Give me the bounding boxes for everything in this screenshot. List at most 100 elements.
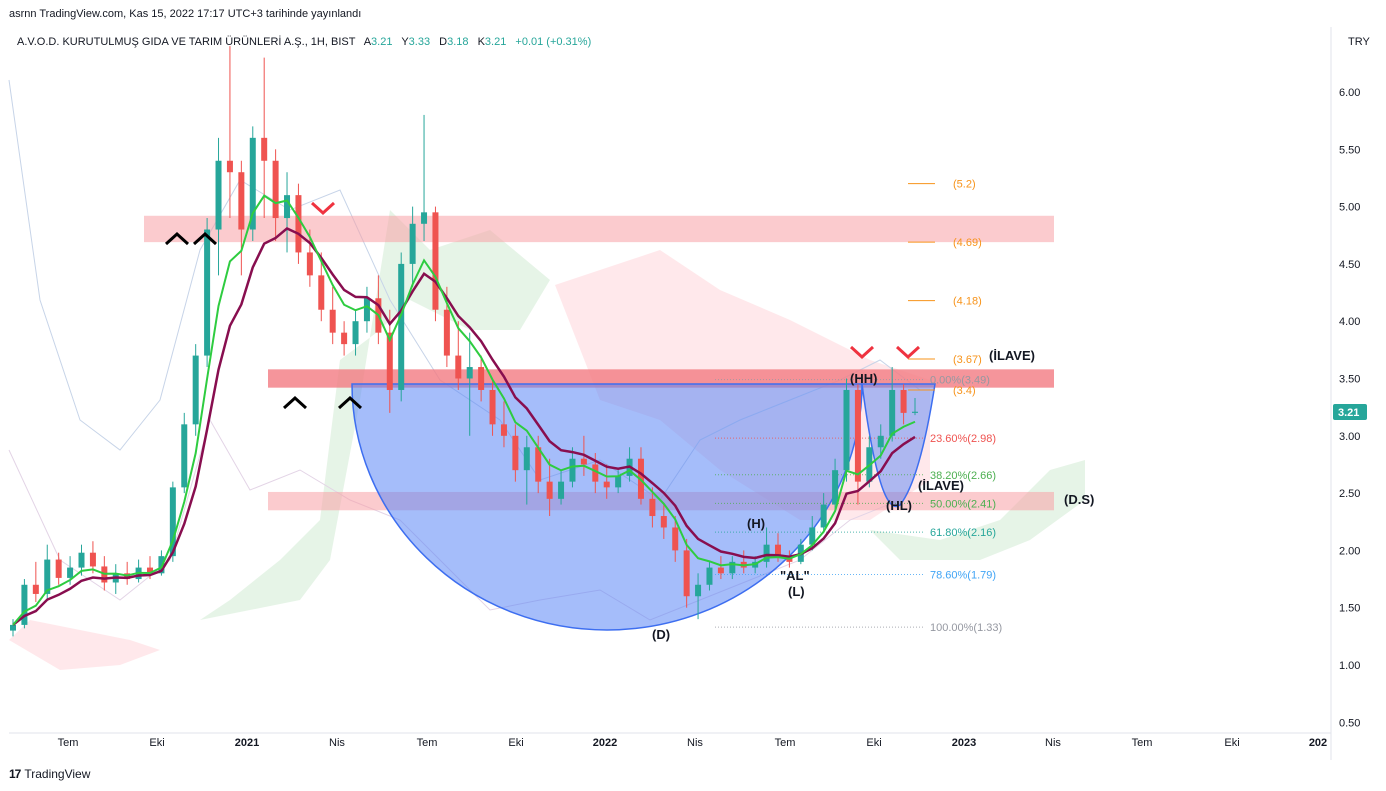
annotation-l: (L) xyxy=(788,584,805,599)
candle-body xyxy=(649,498,656,517)
candle-body xyxy=(295,195,302,253)
fib-target-label: (4.69) xyxy=(953,237,982,249)
candle-body xyxy=(78,552,85,568)
candle-body xyxy=(226,160,233,173)
caret-up-marker xyxy=(192,231,218,246)
publish-header: asrnn TradingView.com, Kas 15, 2022 17:1… xyxy=(0,0,1386,27)
fib-target-label: (4.18) xyxy=(953,296,982,308)
candle-body xyxy=(729,561,736,574)
candle-body xyxy=(261,137,268,161)
candle-body xyxy=(546,481,553,499)
tv-logo-text: TradingView xyxy=(24,767,91,781)
candle-body xyxy=(900,389,907,413)
candle-body xyxy=(192,355,199,425)
candle-body xyxy=(535,447,542,482)
tradingview-logo[interactable]: 17 TradingView xyxy=(9,767,90,781)
candle-body xyxy=(55,559,62,578)
annotation-ilave_mid: (İLAVE) xyxy=(918,478,964,493)
candle-body xyxy=(10,624,16,631)
price-tick: 3.00 xyxy=(1339,431,1360,443)
candle-body xyxy=(683,550,690,597)
time-tick: Tem xyxy=(58,737,79,749)
candle-body xyxy=(21,584,28,625)
fib-label: 0.00%(3.49) xyxy=(930,375,990,387)
cloud-green xyxy=(200,210,550,620)
candle-body xyxy=(615,475,622,488)
candle-body xyxy=(409,223,416,264)
currency-label: TRY xyxy=(1348,36,1370,48)
fib-label: 78.60%(1.79) xyxy=(930,569,996,581)
cloud-red-left xyxy=(9,620,160,670)
price-tick: 5.50 xyxy=(1339,144,1360,156)
fib-target-label: (5.2) xyxy=(953,179,976,191)
candle-body xyxy=(169,487,176,557)
time-tick: Eki xyxy=(866,737,881,749)
pattern-annotations: (İLAVE) (HH) (İLAVE) (HL) (D.S) (H) "AL"(L) (D) xyxy=(652,348,1094,642)
annotation-hh: (HH) xyxy=(850,371,877,386)
chevron-markers xyxy=(164,201,921,410)
annotation-h: (H) xyxy=(747,516,765,531)
zone-rect xyxy=(144,215,1054,243)
ema-lines xyxy=(12,194,916,626)
time-tick: Tem xyxy=(1132,737,1153,749)
price-tick: 4.50 xyxy=(1339,259,1360,271)
candle-body xyxy=(877,435,884,448)
caret-down-marker xyxy=(849,345,875,360)
time-tick: 2021 xyxy=(235,737,259,749)
legend: A.V.O.D. KURUTULMUŞ GIDA VE TARIM ÜRÜNLE… xyxy=(17,35,591,48)
time-tick: Eki xyxy=(508,737,523,749)
legend-change: +0.01 (+0.31%) xyxy=(515,36,591,48)
last-price-label: 3.21 xyxy=(1338,407,1359,419)
candle-body xyxy=(306,252,313,276)
candle-body xyxy=(158,556,165,574)
candle-body xyxy=(249,137,256,230)
candle-body xyxy=(763,544,770,562)
candles xyxy=(10,46,918,637)
candle-body xyxy=(398,263,405,390)
price-tick: 6.00 xyxy=(1339,87,1360,99)
candle-body xyxy=(592,464,599,482)
candle-body xyxy=(352,321,359,345)
candle-body xyxy=(386,332,393,390)
candle-body xyxy=(238,172,245,230)
candle-body xyxy=(854,389,861,482)
handle-shape xyxy=(861,383,936,508)
candle-body xyxy=(341,332,348,345)
candle-body xyxy=(272,160,279,219)
annotation-al: "AL" xyxy=(780,568,810,583)
candle-body xyxy=(500,424,507,436)
candle-body xyxy=(421,212,428,224)
time-tick: Eki xyxy=(149,737,164,749)
ema-slow-line xyxy=(12,227,916,626)
candle-body xyxy=(660,516,667,528)
caret-down-marker xyxy=(895,345,921,360)
candle-body xyxy=(809,527,816,545)
legend-h-label: Y xyxy=(401,36,409,48)
legend-l-value: 3.18 xyxy=(447,36,468,48)
fib-label: 50.00%(2.41) xyxy=(930,498,996,510)
candle-body xyxy=(89,552,96,567)
candle-body xyxy=(820,504,827,528)
price-tick: 3.50 xyxy=(1339,374,1360,386)
candle-body xyxy=(329,309,336,333)
candle-body xyxy=(706,567,713,585)
caret-down-marker xyxy=(310,201,336,216)
caret-up-marker xyxy=(282,395,308,410)
candle-body xyxy=(523,447,530,471)
time-tick: 2022 xyxy=(593,737,617,749)
fib-label: 38.20%(2.66) xyxy=(930,470,996,482)
time-tick: 202 xyxy=(1309,737,1327,749)
fib-levels: 0.00%(3.49) 23.60%(2.98) 38.20%(2.66) 50.00… xyxy=(715,179,1002,634)
candle-body xyxy=(569,458,576,482)
candle-body xyxy=(215,160,222,230)
price-axis-ticks: 6.00 5.50 5.00 4.50 4.00 3.50 3.00 2.50 2.00 1.50… xyxy=(1339,87,1360,729)
candle-body xyxy=(147,567,154,574)
candle-body xyxy=(466,367,473,379)
candle-body xyxy=(580,458,587,465)
price-tick: 2.50 xyxy=(1339,488,1360,500)
candle-body xyxy=(558,481,565,499)
caret-up-marker xyxy=(337,395,363,410)
last-price-badge xyxy=(1333,404,1367,420)
fib-label: 100.00%(1.33) xyxy=(930,622,1002,634)
